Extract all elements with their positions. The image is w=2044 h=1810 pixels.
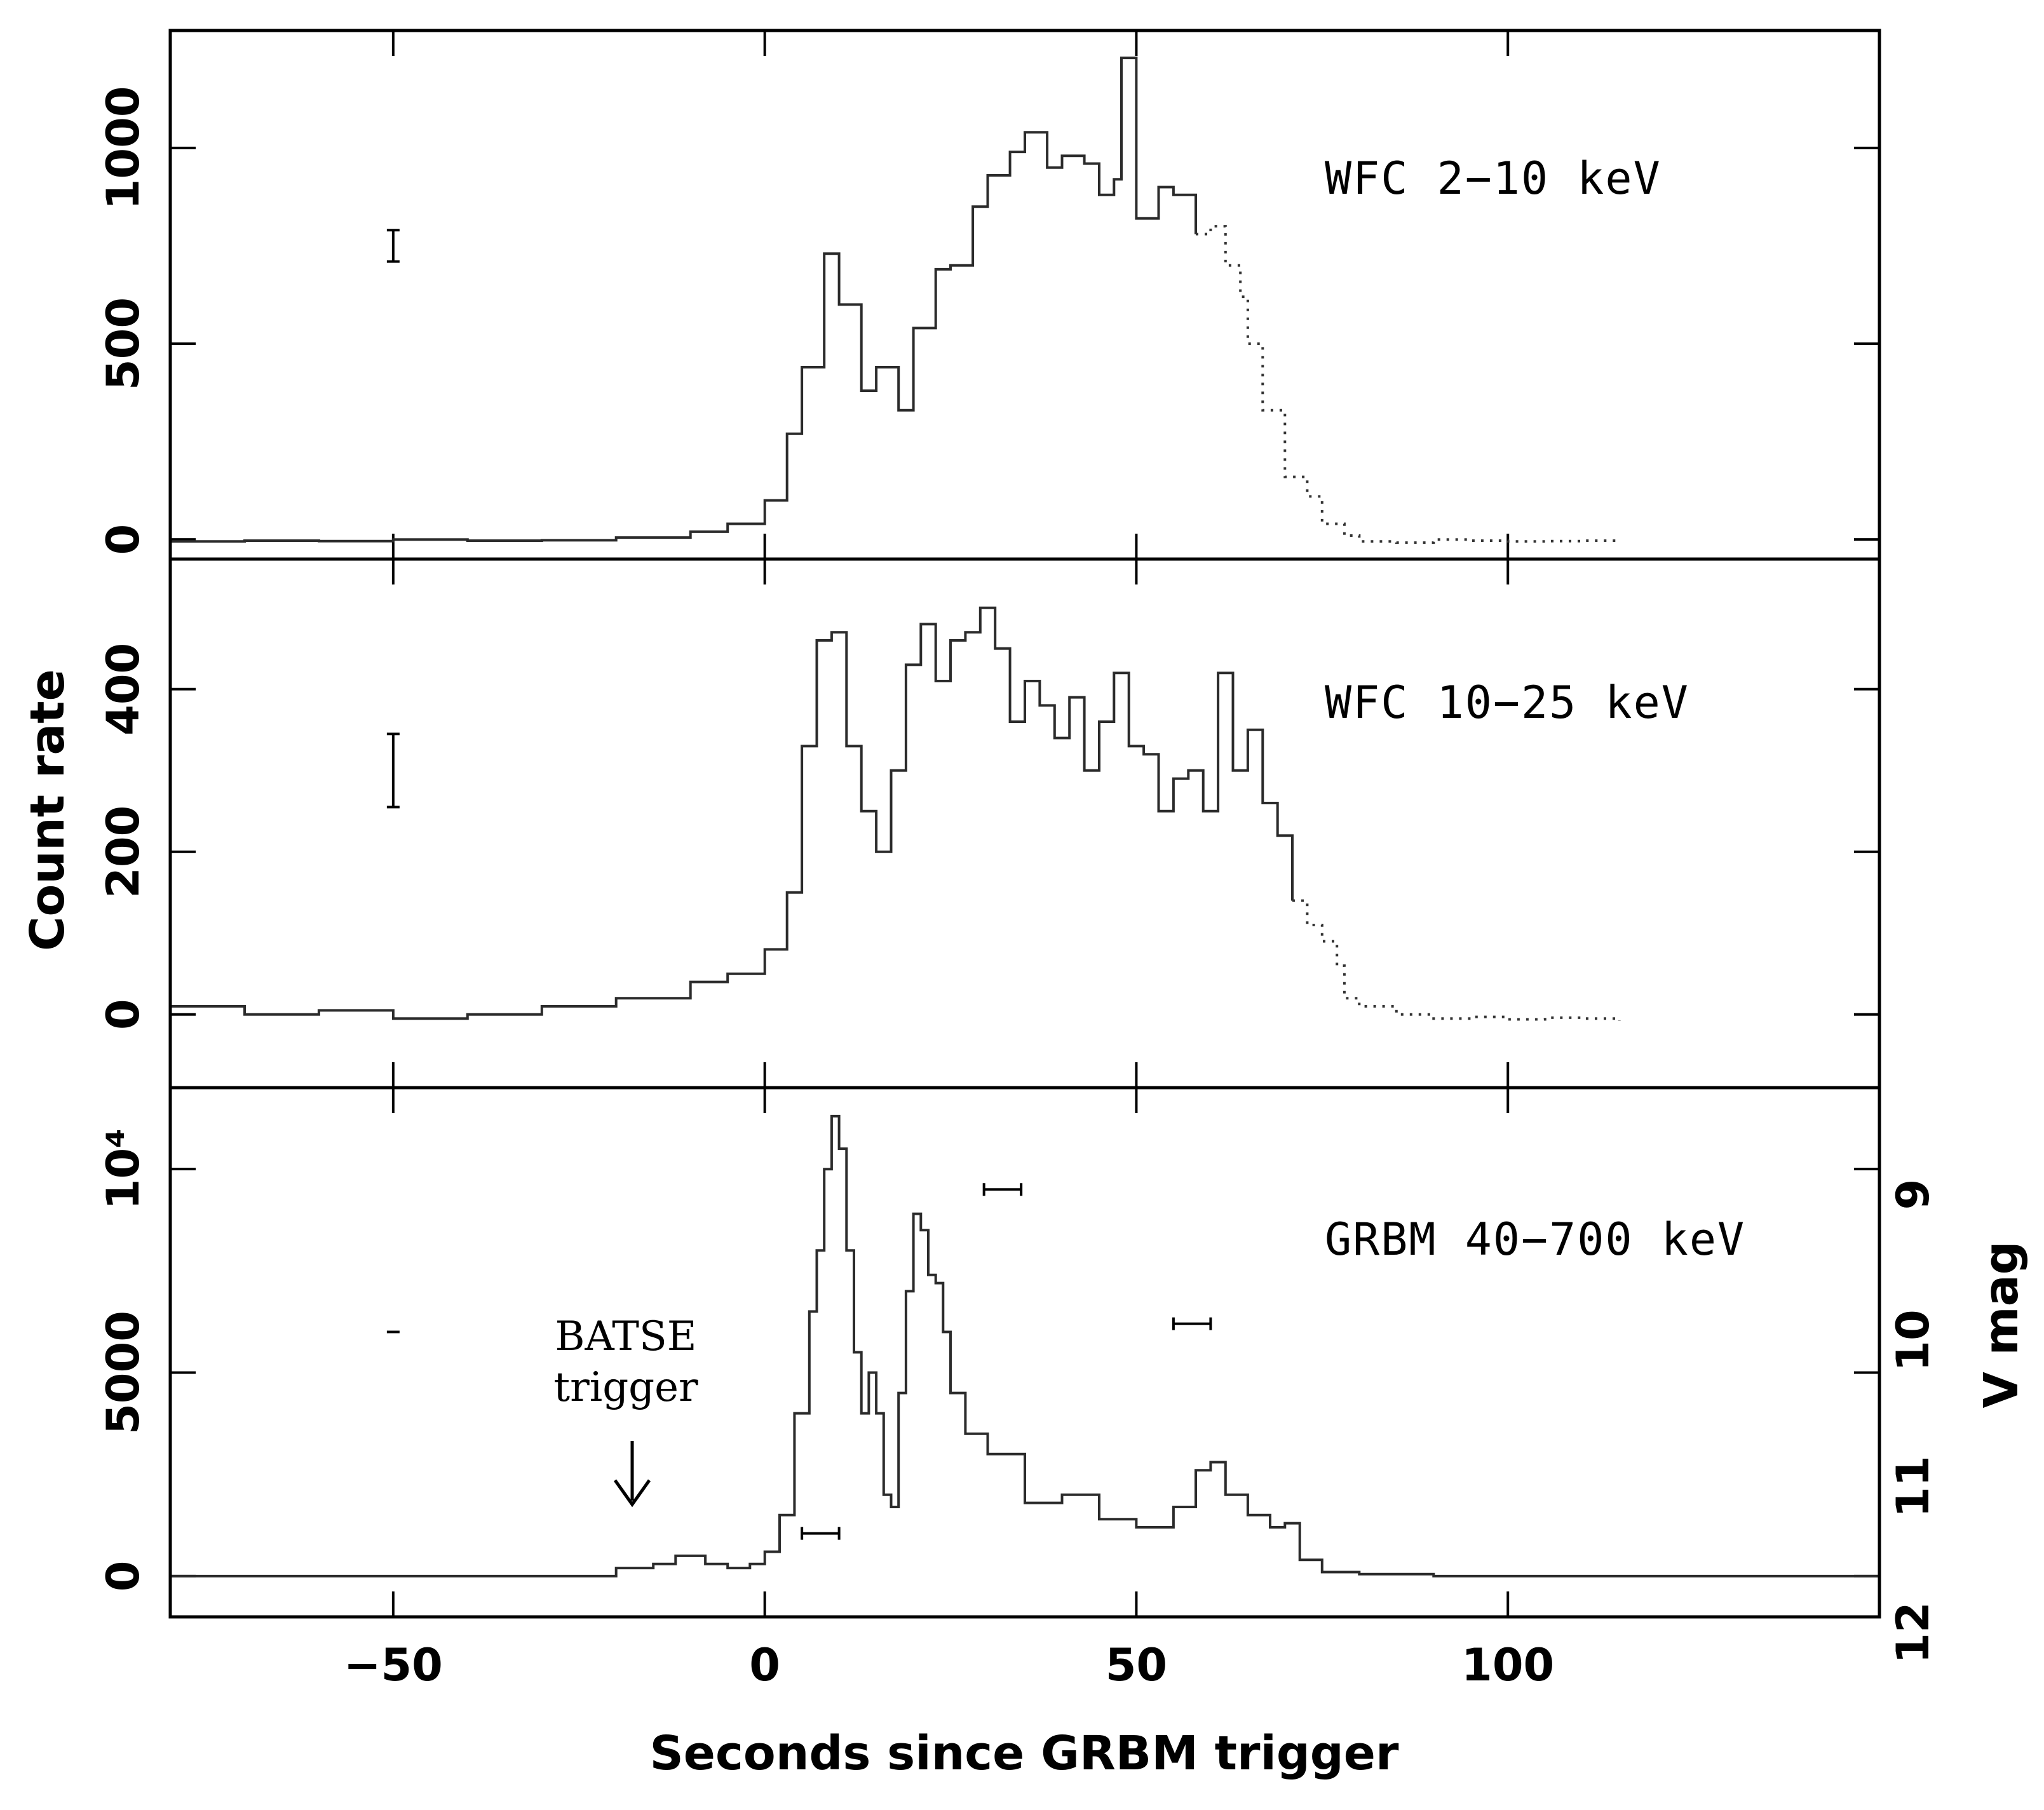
annotation-line2: trigger: [553, 1364, 698, 1411]
x-tick-label: 100: [1461, 1639, 1554, 1691]
series-2-dotted: [1196, 225, 1621, 544]
y-tick-label: 5000: [97, 1311, 149, 1435]
vmag-tick-label: 11: [1887, 1455, 1939, 1517]
optical-point: [1172, 1317, 1212, 1330]
vmag-tick-label: 9: [1887, 1179, 1939, 1210]
y-tick-label: 0: [97, 524, 149, 555]
optical-point: [801, 1527, 841, 1540]
x-tick-label: 0: [749, 1639, 780, 1691]
y-tick-label: 1000: [97, 86, 149, 210]
annotation-arrow-icon: [613, 1441, 651, 1508]
panel-label: GRBM 40−700 keV: [1325, 1213, 1745, 1266]
x-tick-label: −50: [344, 1639, 443, 1691]
panels-layer: 0 500 1000 WFC 2−10 keV 0 200 400 WFC 10−25 keV…: [97, 29, 1939, 1664]
series-1-solid: [170, 57, 1197, 543]
error-bar: [386, 733, 400, 809]
panel-1: 0 500 1000 WFC 2−10 keV: [97, 30, 1879, 559]
y-tick-label: 10⁴: [97, 1128, 149, 1210]
vmag-tick-label: 10: [1887, 1309, 1939, 1371]
panel-2: 0 200 400 WFC 10−25 keV: [97, 559, 1879, 1088]
series-1-solid: [170, 606, 1294, 1020]
y-tick-label: 0: [97, 999, 149, 1030]
panel-3: 0 5000 10⁴ 9 10 11 12 GRBM 40−700 keV: [97, 1088, 1939, 1664]
y-tick-label: 500: [97, 297, 149, 390]
vmag-tick-label: 12: [1887, 1602, 1939, 1663]
y-tick-label: 400: [97, 643, 149, 736]
y-axis-label: Count rate: [20, 669, 75, 951]
x-axis-label: Seconds since GRBM trigger: [650, 1726, 1399, 1781]
optical-point: [982, 1183, 1023, 1196]
batse-annotation: BATSE trigger: [553, 1313, 698, 1508]
x-tick-label: 50: [1106, 1639, 1167, 1691]
x-axis: −50 0 50 100: [344, 1639, 1554, 1691]
panel-label: WFC 2−10 keV: [1325, 152, 1662, 205]
y-tick-label: 200: [97, 806, 149, 898]
right-axis-label: V mag: [1974, 1241, 2029, 1408]
panel-frame: [168, 1086, 1881, 1619]
annotation-line1: BATSE: [555, 1313, 697, 1360]
error-bar: [386, 229, 400, 263]
y-tick-label: 0: [97, 1561, 149, 1592]
panel-label: WFC 10−25 keV: [1325, 677, 1689, 729]
series-1-solid: [170, 1114, 1879, 1577]
